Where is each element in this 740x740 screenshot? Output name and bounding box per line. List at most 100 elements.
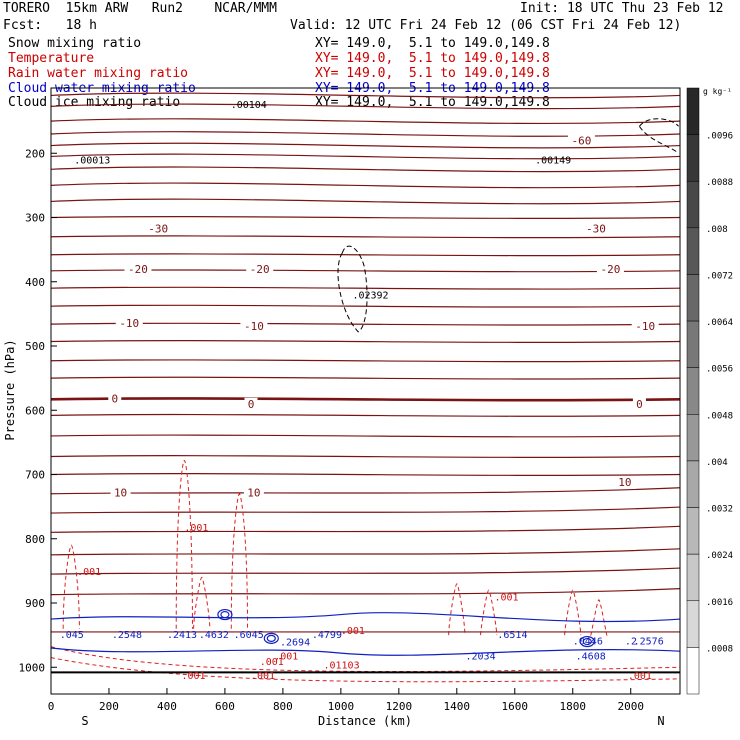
isotherm-line [50,506,681,514]
maximum-label: .6045 [234,630,264,641]
isotherm-line [50,525,681,533]
temperature-label-bg [110,486,131,499]
rain-water-contour [62,544,80,629]
colorbar-tick-label: .008 [706,225,728,235]
cloud-water-contour [266,634,276,642]
x-tick-label: 400 [157,700,177,713]
temperature-label: 0 [636,398,643,411]
maximum-label: .4632 [199,630,229,641]
maximum-label: .6514 [497,630,527,641]
cloud-water-contour [50,612,681,623]
temperature-label: 10 [114,486,127,499]
maximum-label: .02392 [352,291,388,302]
y-tick-label: 300 [25,212,45,225]
temperature-label: -10 [244,320,264,333]
temperature-label-bg [582,222,610,235]
x-tick-label: 1800 [560,700,587,713]
isotherm-line [50,340,681,343]
colorbar-swatch [686,507,700,555]
isotherm-line [50,413,681,417]
field-name-temperature: Temperature [8,51,95,66]
colorbar-swatch [686,367,700,415]
temperature-label-bg [124,262,152,275]
colorbar-tick-label: .0056 [706,365,733,375]
temperature-label: -60 [572,134,592,147]
colorbar-tick-label: .004 [706,458,728,468]
colorbar-swatch [686,460,700,508]
temperature-label-bg [144,222,172,235]
temperature-label: -30 [586,222,606,235]
rain-water-contour [193,576,211,629]
temperature-label-bg [596,262,624,275]
field-xy-snow: XY= 149.0, 5.1 to 149.0,149.8 [315,36,550,51]
isotherm-line [50,153,681,160]
cloud-water-contour [50,647,681,656]
colorbar-swatch [686,227,700,275]
maximum-label: .001 [181,671,205,682]
maximum-label: .2548 [112,630,142,641]
isotherm-line [50,103,681,110]
temperature-label-bg [244,397,258,410]
cloud-water-contour [217,608,233,621]
maximum-label: .045 [60,630,84,641]
maximum-label: .00013 [74,156,110,167]
x-tick-label: 0 [48,700,55,713]
maximum-label: .4799 [312,630,342,641]
field-xy-temperature: XY= 149.0, 5.1 to 149.0,149.8 [315,51,550,66]
temperature-label: 10 [618,476,631,489]
isotherm-line [50,92,681,99]
isotherm-line [50,166,681,173]
x-tick-label: 1600 [502,700,529,713]
field-name-snow: Snow mixing ratio [8,36,142,51]
y-tick-label: 900 [25,597,45,610]
maximum-label: .001 [628,671,652,682]
isotherm-line [50,548,681,556]
colorbar-tick-label: .0032 [706,505,733,515]
maximum-label: .001 [274,652,298,663]
isotherm-line [50,376,681,380]
maximum-label: .2 [625,636,637,647]
colorbar-tick-label: .0088 [706,178,733,188]
x-tick-label: 1400 [444,700,471,713]
isotherm-line [50,286,681,290]
colorbar-tick-label: .0048 [706,411,733,421]
isotherm-line [50,142,681,149]
temperature-label-bg [108,392,122,405]
cloud-ice-contour [638,118,679,154]
rain-water-contour [590,599,608,636]
contour-layer [50,92,681,683]
temperature-label: -20 [600,263,620,276]
isotherm-line [50,487,681,495]
maximum-label: .001 [494,593,518,604]
isotherm-line [50,253,681,257]
header-init: Init: 18 UTC Thu 23 Feb 12 [520,1,724,16]
rain-water-contour [564,589,582,636]
temperature-label: -10 [119,317,139,330]
temperature-label: -10 [635,320,655,333]
colorbar-swatch [686,414,700,462]
maximum-label: .001 [260,657,284,668]
y-tick-label: 600 [25,404,45,417]
colorbar-tick-label: .0064 [706,318,733,328]
colorbar-tick-label: .0008 [706,644,733,654]
isotherm-line [50,182,681,189]
colorbar: .0008 .0016 .0024 .0032 .004 .0048 .0056 .0064.… [686,87,733,695]
temperature-label-bg [240,320,268,333]
south-label: S [81,714,88,728]
x-tick-label: 600 [215,700,235,713]
cloud-water-contour [579,635,595,648]
temperature-label-bg [632,397,646,410]
isotherm-line [50,235,681,239]
temperature-label-bg [567,134,595,147]
y-tick-label: 400 [25,276,45,289]
x-tick-label: 1200 [386,700,413,713]
y-tick-label: 700 [25,469,45,482]
temperature-label: 0 [111,393,118,406]
north-label: N [657,714,664,728]
colorbar-swatch [686,274,700,322]
maximum-label: .2413 [167,630,197,641]
maximum-label: .00104 [231,100,267,111]
colorbar-swatch [686,600,700,648]
maximum-label: .2034 [466,652,496,663]
